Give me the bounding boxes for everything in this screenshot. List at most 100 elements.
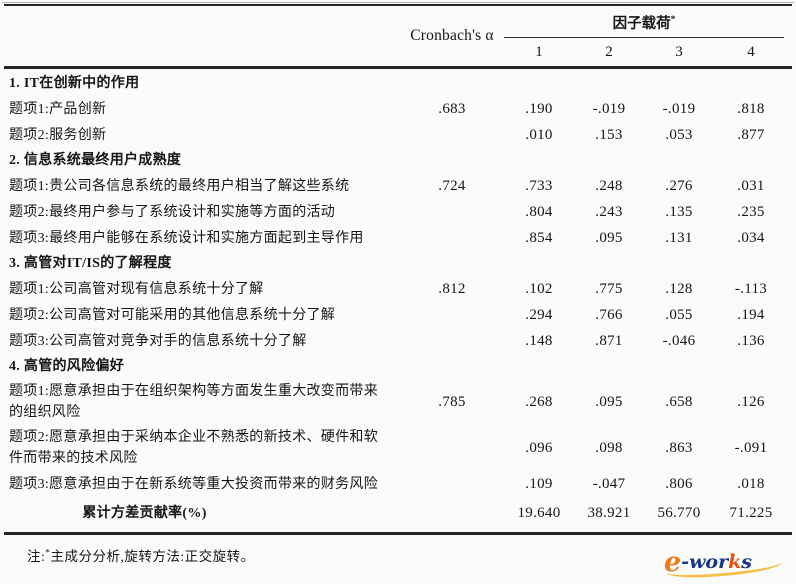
factor-4-value: 71.225: [729, 504, 773, 521]
factor-4-value: .194: [737, 306, 765, 323]
eworks-logo-wor: -wor: [681, 551, 729, 573]
footnote-text: 主成分分析,旋转方法:正交旋转。: [50, 549, 255, 564]
factor-4-value: -.091: [734, 439, 768, 456]
factor-loading-title: 因子载荷*: [504, 9, 784, 38]
factor-1-value: .294: [525, 306, 553, 323]
table-row: 题项2:服务创新 .010 .153 .053 .877: [4, 122, 792, 148]
factor-col-2-header: 2: [605, 44, 613, 60]
row-label: 3. 高管对IT/IS的了解程度: [9, 256, 172, 271]
factor-2-value: .775: [595, 280, 623, 297]
factor-3-value: .055: [665, 306, 693, 323]
factor-2-value: .766: [595, 306, 623, 323]
row-label: 题项2:愿意承担由于采纳本企业不熟悉的新技术、硬件和软件而带来的技术风险: [9, 430, 378, 466]
factor-1-value: .096: [525, 439, 553, 456]
table-row: 3. 高管对IT/IS的了解程度: [4, 251, 792, 276]
table-row: 4. 高管的风险偏好: [4, 354, 792, 379]
row-label: 2. 信息系统最终用户成熟度: [9, 153, 182, 168]
factor-1-value: .733: [525, 177, 553, 194]
factor-4-value: .136: [737, 332, 765, 349]
factor-3-value: .135: [665, 203, 693, 220]
factor-1-value: .268: [525, 393, 553, 410]
factor-col-1-header: 1: [535, 44, 543, 60]
factor-4-value: .818: [737, 100, 765, 117]
factor-2-value: .095: [595, 229, 623, 246]
factor-4-value: .877: [737, 126, 765, 143]
eworks-logo-s: s: [741, 551, 752, 573]
factor-3-value: .806: [665, 475, 693, 492]
row-label: 4. 高管的风险偏好: [9, 359, 124, 374]
factor-col-4-header: 4: [747, 44, 755, 60]
factor-2-value: -.019: [592, 100, 626, 117]
factor-3-value: 56.770: [657, 504, 701, 521]
factor-1-value: .102: [525, 280, 553, 297]
factor-1-value: .148: [525, 332, 553, 349]
factor-3-value: .053: [665, 126, 693, 143]
table-row: 题项1:贵公司各信息系统的最终用户相当了解这些系统 .724 .733 .248…: [4, 173, 792, 199]
row-label: 题项2:最终用户参与了系统设计和实施等方面的活动: [9, 204, 336, 220]
factor-4-value: .018: [737, 475, 765, 492]
cronbach-value: .724: [438, 177, 466, 194]
factor-3-value: .658: [665, 393, 693, 410]
factor-1-value: .109: [525, 475, 553, 492]
row-label: 累计方差贡献率(%): [82, 505, 207, 521]
factor-3-value: .128: [665, 280, 693, 297]
factor-loading-title-text: 因子载荷: [612, 16, 671, 32]
factor-column-numbers: 1 2 3 4: [504, 38, 788, 63]
row-label: 题项3:最终用户能够在系统设计和实施方面起到主导作用: [9, 230, 364, 246]
cronbach-value: .812: [438, 280, 466, 297]
factor-col-3-header: 3: [675, 44, 683, 60]
factor-2-value: .153: [595, 126, 623, 143]
row-label: 题项1:贵公司各信息系统的最终用户相当了解这些系统: [9, 178, 350, 194]
row-label: 题项3:愿意承担由于在新系统等重大投资而带来的财务风险: [9, 476, 378, 492]
eworks-logo-e-icon: e: [664, 547, 682, 578]
factor-4-value: -.113: [734, 280, 768, 297]
factor-4-value: .034: [737, 229, 765, 246]
factor-4-value: .126: [737, 393, 765, 410]
factor-3-value: .131: [665, 229, 693, 246]
table-row: 题项3:公司高管对竞争对手的信息系统十分了解 .148 .871 -.046 .…: [4, 328, 792, 354]
factor-4-value: .031: [737, 177, 765, 194]
table-row: 题项1:公司高管对现有信息系统十分了解 .812 .102 .775 .128 …: [4, 276, 792, 302]
table-row: 题项1:产品创新 .683 .190 -.019 -.019 .818: [4, 96, 792, 122]
factor-3-value: -.019: [662, 100, 696, 117]
footnote-prefix: 注:: [27, 549, 46, 564]
factor-2-value: 38.921: [587, 504, 631, 521]
factor-1-value: .010: [525, 126, 553, 143]
factor-3-value: .863: [665, 439, 693, 456]
row-label: 题项3:公司高管对竞争对手的信息系统十分了解: [9, 333, 307, 349]
table-row: 题项2:公司高管对可能采用的其他信息系统十分了解 .294 .766 .055 …: [4, 302, 792, 328]
table-row: 题项3:愿意承担由于在新系统等重大投资而带来的财务风险 .109 -.047 .…: [4, 471, 792, 497]
factor-2-value: .871: [595, 332, 623, 349]
factor-loading-table: Cronbach's α 因子载荷* 1 2 3 4 1. IT在创新中的作用 …: [4, 4, 792, 535]
row-label: 1. IT在创新中的作用: [9, 76, 140, 91]
header-empty-cell: [4, 9, 400, 63]
table-header: Cronbach's α 因子载荷* 1 2 3 4: [4, 6, 792, 69]
factor-2-value: .095: [595, 393, 623, 410]
row-label: 题项2:服务创新: [9, 127, 107, 143]
table-row: 累计方差贡献率(%) 19.640 38.921 56.770 71.225: [4, 497, 792, 529]
table-row: 题项3:最终用户能够在系统设计和实施方面起到主导作用 .854 .095 .13…: [4, 225, 792, 251]
eworks-watermark-logo: e-works: [664, 546, 788, 582]
row-label: 题项1:公司高管对现有信息系统十分了解: [9, 281, 264, 297]
factor-2-value: .248: [595, 177, 623, 194]
cronbach-column-header: Cronbach's α: [410, 27, 494, 44]
cronbach-value: .785: [438, 393, 466, 410]
row-label: 题项2:公司高管对可能采用的其他信息系统十分了解: [9, 307, 336, 323]
factor-1-value: .190: [525, 100, 553, 117]
factor-2-value: .243: [595, 203, 623, 220]
row-label: 题项1:产品创新: [9, 101, 107, 117]
factor-1-value: .804: [525, 203, 553, 220]
factor-1-value: .854: [525, 229, 553, 246]
top-scan-rule: [2, 2, 794, 3]
table-footnote: 注:*主成分分析,旋转方法:正交旋转。: [27, 545, 796, 565]
factor-2-value: .098: [595, 439, 623, 456]
table-row: 1. IT在创新中的作用: [4, 71, 792, 96]
table-row: 题项2:愿意承担由于采纳本企业不熟悉的新技术、硬件和软件而带来的技术风险 .09…: [4, 425, 792, 471]
table-row: 2. 信息系统最终用户成熟度: [4, 148, 792, 173]
factor-1-value: 19.640: [517, 504, 561, 521]
factor-3-value: .276: [665, 177, 693, 194]
factor-loading-footnote-marker: *: [670, 15, 676, 26]
factor-3-value: -.046: [662, 332, 696, 349]
cronbach-value: .683: [438, 100, 466, 117]
